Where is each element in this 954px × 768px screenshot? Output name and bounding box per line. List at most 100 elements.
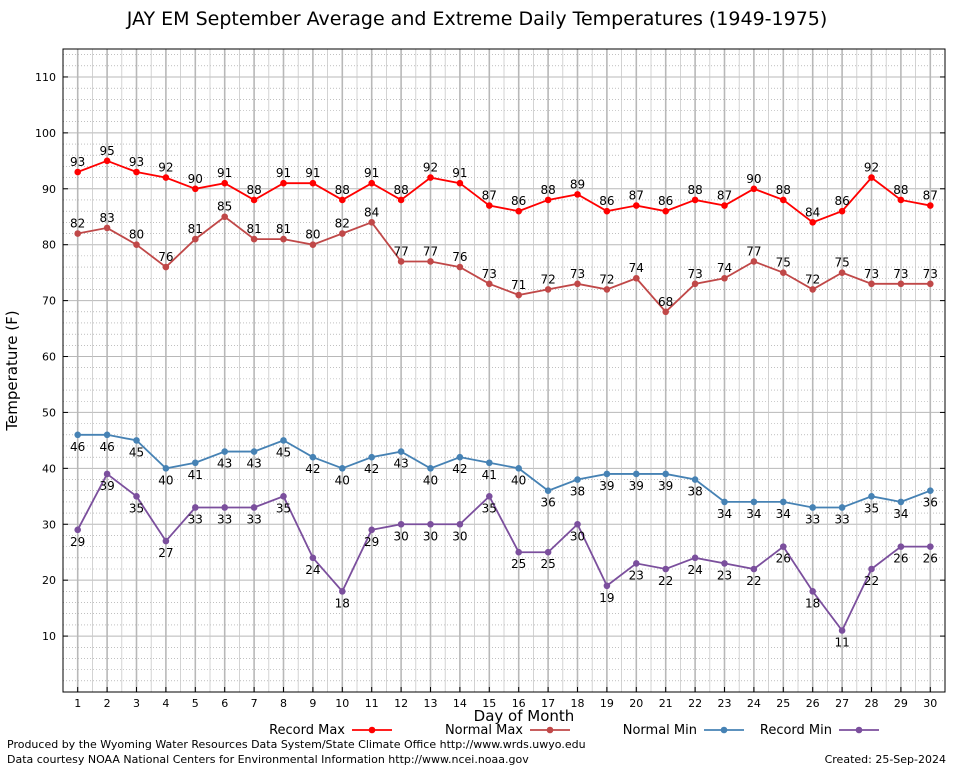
data-label: 40 <box>335 473 350 487</box>
data-point <box>515 465 522 472</box>
data-label: 73 <box>893 267 908 281</box>
data-point <box>133 493 140 500</box>
data-point <box>133 437 140 444</box>
data-label: 43 <box>246 457 261 471</box>
data-point <box>721 274 728 282</box>
data-label: 92 <box>423 161 438 175</box>
data-point <box>339 230 346 237</box>
data-label: 88 <box>687 183 702 197</box>
data-point <box>780 498 787 506</box>
data-point <box>280 493 287 500</box>
data-label: 22 <box>746 574 761 588</box>
data-point <box>868 493 875 500</box>
data-label: 33 <box>246 512 261 526</box>
data-point <box>74 230 81 237</box>
data-point <box>633 470 640 478</box>
data-label: 91 <box>305 166 320 180</box>
data-label: 26 <box>893 552 908 566</box>
data-label: 91 <box>452 166 467 180</box>
x-tick-label: 15 <box>482 697 496 710</box>
data-label: 77 <box>423 244 438 258</box>
data-point <box>221 448 228 455</box>
data-point <box>809 588 816 595</box>
data-label: 93 <box>129 155 144 169</box>
data-label: 38 <box>687 485 702 499</box>
data-label: 80 <box>129 228 144 242</box>
y-tick-label: 20 <box>42 574 56 587</box>
data-label: 86 <box>658 194 673 208</box>
data-point <box>780 196 787 204</box>
data-point <box>544 487 552 495</box>
data-label: 82 <box>70 217 85 231</box>
data-label: 87 <box>482 189 497 203</box>
data-label: 81 <box>276 222 291 236</box>
data-point <box>221 213 228 221</box>
x-tick-label: 25 <box>776 697 790 710</box>
footer-data-courtesy: Data courtesy NOAA National Centers for … <box>7 753 529 766</box>
data-point <box>103 224 111 232</box>
data-label: 18 <box>335 596 350 610</box>
x-tick-label: 4 <box>162 697 169 710</box>
data-label: 72 <box>805 272 820 286</box>
x-tick-label: 14 <box>453 697 467 710</box>
data-label: 39 <box>99 479 114 493</box>
data-label: 38 <box>570 485 585 499</box>
data-point <box>691 554 699 562</box>
data-label: 18 <box>805 596 820 610</box>
footer-produced-by: Produced by the Wyoming Water Resources … <box>7 738 586 751</box>
data-point <box>574 476 581 483</box>
data-point <box>897 498 905 506</box>
data-point <box>133 241 140 248</box>
data-label: 88 <box>335 183 350 197</box>
data-label: 11 <box>834 635 849 649</box>
data-label: 84 <box>805 205 820 219</box>
data-label: 86 <box>511 194 526 208</box>
x-tick-label: 9 <box>309 697 316 710</box>
y-tick-label: 50 <box>42 406 56 419</box>
data-label: 86 <box>599 194 614 208</box>
data-point <box>427 520 434 528</box>
x-tick-label: 26 <box>806 697 820 710</box>
data-point <box>662 308 669 316</box>
data-label: 73 <box>570 267 585 281</box>
data-point <box>162 537 170 545</box>
data-point <box>74 431 81 439</box>
data-point <box>162 465 170 472</box>
data-label: 81 <box>188 222 203 236</box>
data-point <box>250 504 258 511</box>
data-label: 40 <box>423 473 438 487</box>
data-label: 42 <box>364 462 379 476</box>
data-point <box>927 202 934 209</box>
data-label: 33 <box>217 512 232 526</box>
data-label: 22 <box>864 574 879 588</box>
y-tick-label: 30 <box>42 518 56 531</box>
data-label: 39 <box>599 479 614 493</box>
data-point <box>456 179 464 187</box>
data-point <box>574 191 581 198</box>
data-label: 74 <box>717 261 732 275</box>
x-tick-label: 20 <box>629 697 643 710</box>
data-point <box>133 168 140 176</box>
data-label: 39 <box>629 479 644 493</box>
data-point <box>427 258 434 265</box>
y-tick-label: 10 <box>42 630 56 643</box>
data-label: 30 <box>393 529 408 543</box>
data-label: 22 <box>658 574 673 588</box>
data-point <box>603 582 611 590</box>
data-point <box>750 498 758 506</box>
data-label: 75 <box>834 256 849 270</box>
x-tick-label: 29 <box>894 697 908 710</box>
x-tick-label: 6 <box>221 697 228 710</box>
data-point <box>250 235 258 243</box>
data-label: 25 <box>540 557 555 571</box>
data-label: 24 <box>305 563 320 577</box>
x-tick-label: 27 <box>835 697 849 710</box>
legend-marker <box>546 726 554 734</box>
x-tick-label: 21 <box>659 697 673 710</box>
x-tick-label: 24 <box>747 697 761 710</box>
data-point <box>780 543 787 550</box>
data-label: 90 <box>188 172 203 186</box>
data-label: 33 <box>834 512 849 526</box>
data-point <box>838 504 846 511</box>
